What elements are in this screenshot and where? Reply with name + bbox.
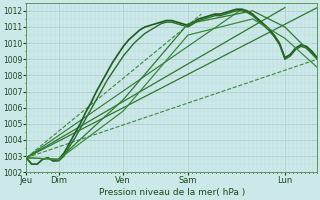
X-axis label: Pression niveau de la mer( hPa ): Pression niveau de la mer( hPa )	[99, 188, 245, 197]
